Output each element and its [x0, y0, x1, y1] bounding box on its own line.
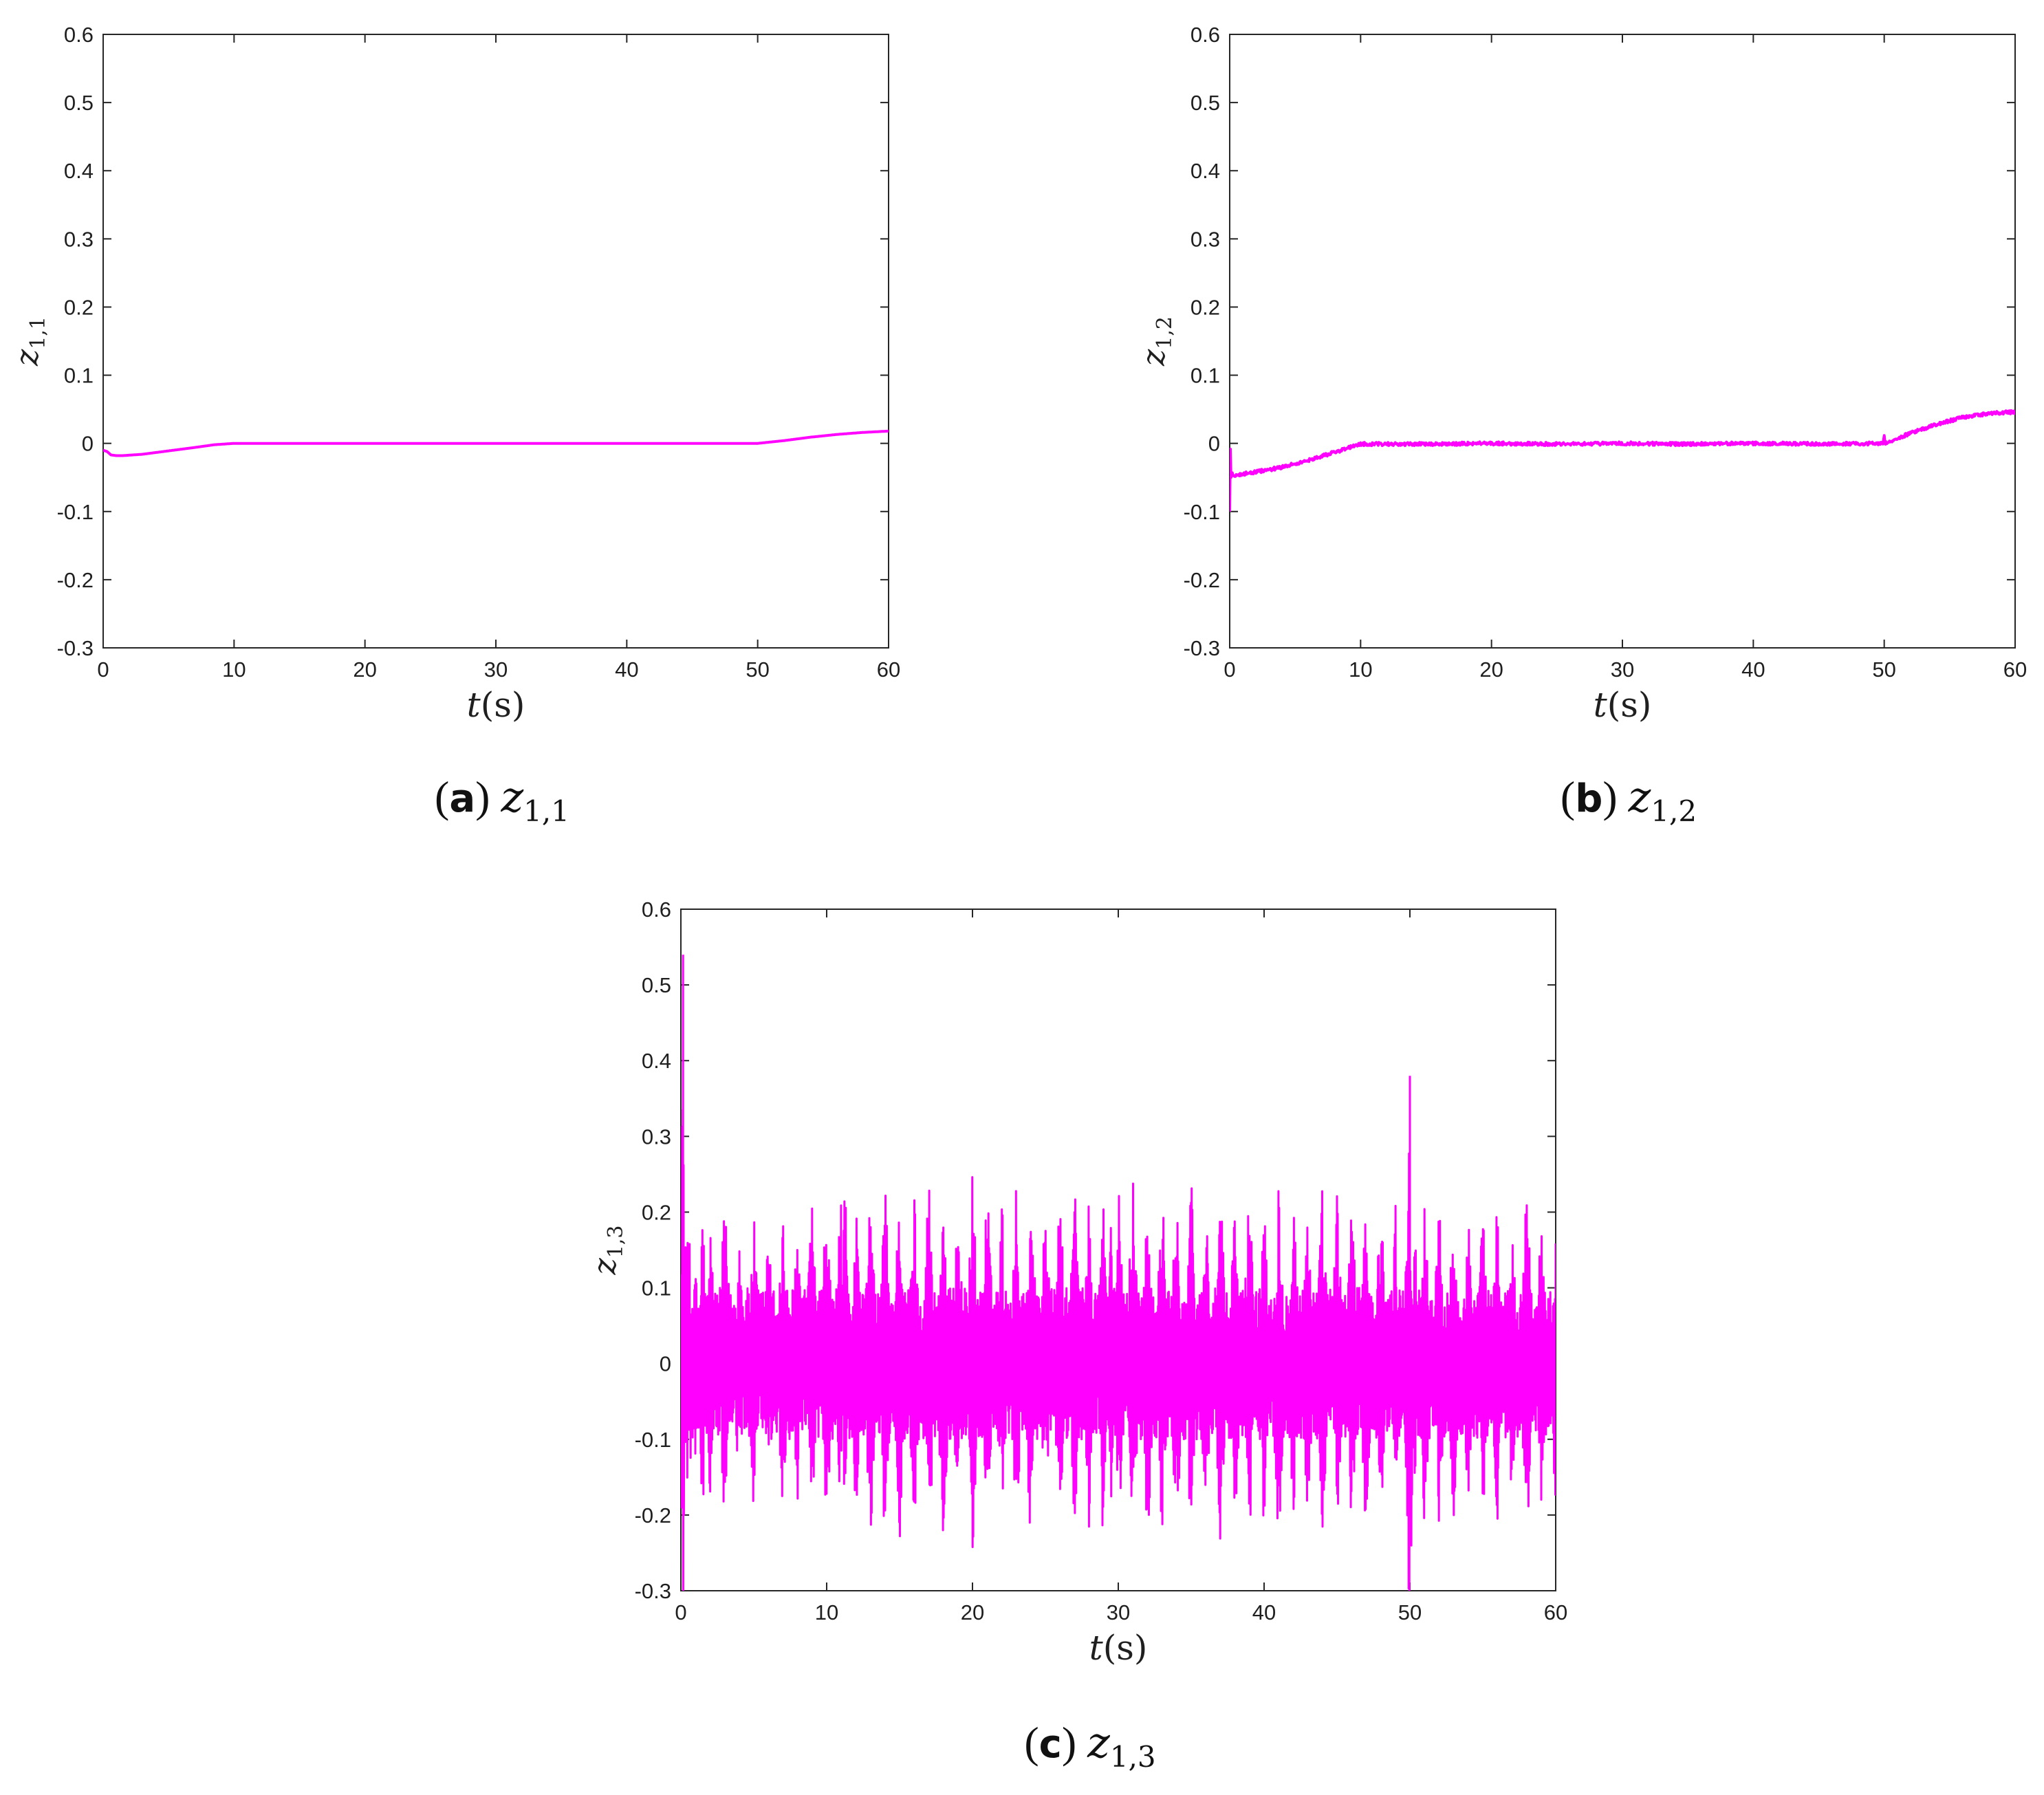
y-tick-label: 0.1 — [642, 1276, 671, 1301]
x-tick-label: 60 — [2003, 657, 2027, 682]
x-tick-label: 30 — [1611, 657, 1634, 682]
x-axis-label: t(s) — [1594, 685, 1652, 725]
chart-panel-a: 0.60.50.40.30.20.10-0.1-0.2-0.30 10 20 30 40… — [8, 23, 900, 828]
y-tick-label: 0.1 — [1190, 364, 1220, 388]
y-tick-label: -0.1 — [635, 1428, 671, 1452]
y-tick-label: -0.1 — [57, 500, 94, 524]
y-tick-label: 0.5 — [64, 91, 94, 115]
panel-caption: (b) z1,2 — [1561, 772, 1697, 828]
series-line — [103, 429, 889, 457]
y-tick-label: -0.3 — [635, 1579, 671, 1603]
y-tick-label: -0.1 — [1184, 500, 1220, 524]
x-tick-label: 0 — [675, 1600, 686, 1624]
x-axis-label: t(s) — [467, 685, 525, 725]
chart-panel-b: 0.60.50.40.30.20.10-0.1-0.2-0.30 10 20 30 40… — [1135, 23, 2027, 828]
chart-panel-c: 0.60.50.40.30.20.10-0.1-0.2-0.30 10 20 30 40… — [586, 898, 1567, 1774]
x-tick-label: 40 — [1252, 1600, 1276, 1624]
panel-caption: (c) z1,3 — [1024, 1717, 1155, 1774]
y-tick-label: 0.2 — [642, 1200, 671, 1224]
y-tick-label: 0.6 — [642, 898, 671, 922]
x-tick-label: 10 — [222, 657, 246, 682]
x-tick-label: 50 — [1398, 1600, 1422, 1624]
y-tick-label: 0.6 — [64, 23, 94, 47]
x-tick-label: 50 — [746, 657, 769, 682]
y-tick-label: 0.3 — [1190, 227, 1220, 251]
x-tick-label: 60 — [877, 657, 900, 682]
plot-area — [102, 34, 889, 649]
x-tick-label: 0 — [97, 657, 109, 682]
x-tick-label: 50 — [1872, 657, 1895, 682]
y-tick-label: 0.4 — [64, 159, 94, 183]
series-line — [1230, 409, 2015, 512]
y-tick-label: -0.3 — [1184, 636, 1220, 660]
x-tick-label: 0 — [1224, 657, 1235, 682]
y-tick-label: 0.4 — [642, 1049, 671, 1073]
y-tick-label: 0.1 — [64, 364, 94, 388]
y-tick-label: 0 — [660, 1352, 671, 1376]
y-tick-label: 0 — [1208, 432, 1220, 456]
x-tick-label: 20 — [961, 1600, 984, 1624]
y-tick-label: 0.4 — [1190, 159, 1220, 183]
x-axis-label: t(s) — [1089, 1628, 1148, 1668]
y-tick-label: 0.2 — [1190, 295, 1220, 319]
x-tick-label: 40 — [1741, 657, 1765, 682]
x-tick-label: 30 — [1107, 1600, 1130, 1624]
y-axis-label: z1,2 — [1135, 316, 1177, 367]
plot-area — [1229, 34, 2016, 649]
y-tick-label: -0.3 — [57, 636, 94, 660]
x-tick-label: 20 — [1479, 657, 1503, 682]
x-tick-label: 40 — [615, 657, 638, 682]
x-tick-label: 20 — [353, 657, 376, 682]
y-tick-label: 0.3 — [642, 1124, 671, 1149]
y-axis-label: z1,3 — [586, 1226, 628, 1276]
x-tick-label: 60 — [1544, 1600, 1567, 1624]
y-tick-label: -0.2 — [635, 1503, 671, 1527]
y-tick-label: 0 — [82, 432, 94, 456]
series-line — [681, 955, 1556, 1591]
x-tick-label: 30 — [484, 657, 508, 682]
y-axis-label: z1,1 — [8, 316, 50, 367]
y-tick-label: -0.2 — [1184, 568, 1220, 592]
y-tick-label: 0.3 — [64, 227, 94, 251]
y-tick-label: 0.6 — [1190, 23, 1220, 47]
x-tick-label: 10 — [1349, 657, 1372, 682]
y-tick-label: 0.5 — [642, 973, 671, 997]
y-tick-label: 0.2 — [64, 295, 94, 319]
y-tick-label: -0.2 — [57, 568, 94, 592]
panel-caption: (a) z1,1 — [435, 772, 569, 828]
y-tick-label: 0.5 — [1190, 91, 1220, 115]
x-tick-label: 10 — [815, 1600, 838, 1624]
